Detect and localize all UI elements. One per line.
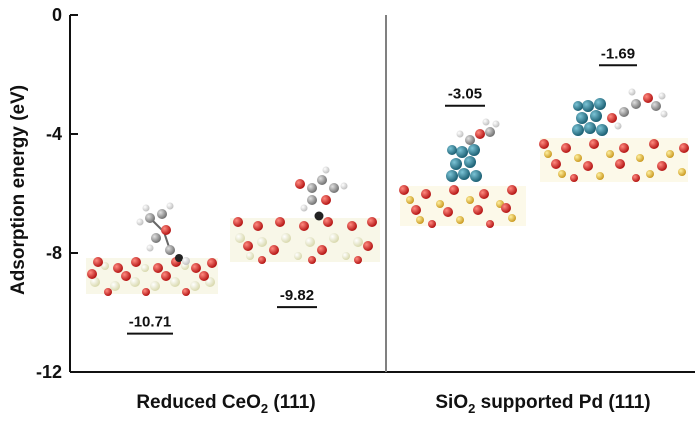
group-label-text: SiO <box>435 392 468 413</box>
group-label-subscript: 2 <box>468 401 475 416</box>
y-tick-label: 0 <box>52 5 62 25</box>
group-label-text: supported Pd (111) <box>475 392 650 413</box>
group-labels: Reduced CeO2 (111) SiO2 supported Pd (111… <box>136 392 650 416</box>
sio2-pd-slab-illustration-1 <box>399 118 526 228</box>
energy-levels: -10.71 -9.82 -3.05 -1.69 <box>127 45 637 335</box>
y-tick-label: -4 <box>46 124 62 144</box>
y-tick-label: -12 <box>36 362 62 382</box>
group-label-text: (111) <box>268 392 316 413</box>
adsorbate-molecule-2 <box>295 166 348 212</box>
ceo2-slab-illustration-2 <box>230 211 380 264</box>
adsorbate-molecule-1 <box>136 202 190 265</box>
energy-value-label: -9.82 <box>280 287 314 304</box>
sio2-pd-slab-illustration-2 <box>539 88 689 182</box>
energy-value-label: -1.69 <box>601 45 635 62</box>
ceo2-slab-illustration-1 <box>86 254 218 296</box>
y-ticks: 0 -4 -8 -12 <box>36 5 78 382</box>
energy-value-label: -10.71 <box>129 314 172 331</box>
group-label-subscript: 2 <box>261 401 268 416</box>
y-axis-title: Adsorption energy (eV) <box>8 85 29 295</box>
group-label: Reduced CeO2 (111) <box>136 392 315 416</box>
energy-value-label: -3.05 <box>448 86 482 103</box>
group-label: SiO2 supported Pd (111) <box>435 392 650 416</box>
y-tick-label: -8 <box>46 243 62 263</box>
group-label-text: Reduced CeO <box>136 392 261 413</box>
